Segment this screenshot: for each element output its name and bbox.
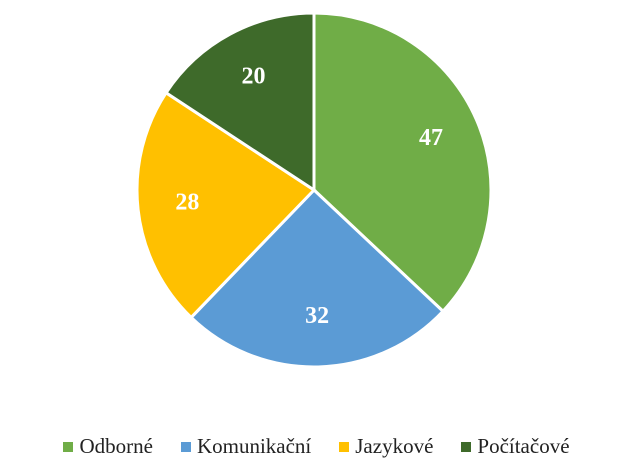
legend-label: Odborné bbox=[79, 434, 153, 458]
legend-item: Jazykové bbox=[339, 434, 433, 459]
data-label: 28 bbox=[175, 190, 199, 216]
pie-slice bbox=[189, 187, 446, 369]
data-label: 47 bbox=[419, 125, 443, 151]
legend-item: Odborné bbox=[63, 434, 153, 459]
legend-label: Jazykové bbox=[355, 434, 434, 458]
pie-slice bbox=[135, 90, 317, 320]
legend-item: Komunikační bbox=[180, 434, 312, 459]
legend-label: Počítačové bbox=[477, 434, 570, 458]
legend-item: Počítačové bbox=[461, 434, 570, 459]
pie-slice bbox=[312, 11, 493, 314]
legend-swatch bbox=[339, 441, 350, 452]
chart: 47 32 28 20 bbox=[135, 11, 493, 369]
legend-swatch bbox=[63, 441, 74, 452]
legend-label: Komunikační bbox=[196, 434, 312, 458]
data-label: 32 bbox=[305, 303, 329, 329]
legend-swatch bbox=[180, 441, 191, 452]
legend: Odborné Komunikační Jazykové Počítačové bbox=[0, 434, 633, 459]
pie-slice bbox=[163, 11, 316, 193]
data-label: 20 bbox=[241, 63, 265, 89]
legend-swatch bbox=[461, 441, 472, 452]
